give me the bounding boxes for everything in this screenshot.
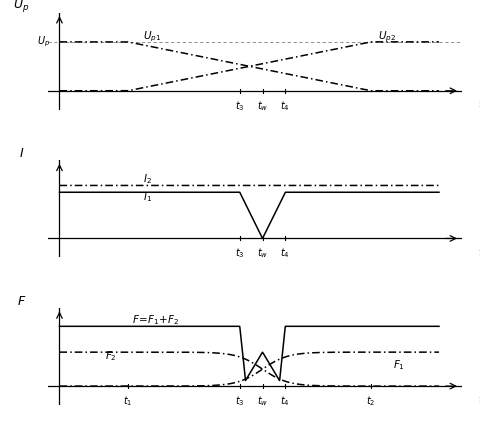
Text: $U_{p2}$: $U_{p2}$	[377, 30, 396, 44]
Text: $I_2$: $I_2$	[143, 172, 152, 186]
Text: $t_1$: $t_1$	[123, 394, 132, 408]
Text: $F_2$: $F_2$	[105, 349, 117, 363]
Text: $t$: $t$	[477, 98, 480, 110]
Text: $t$: $t$	[477, 393, 480, 405]
Text: $t_w$: $t_w$	[256, 246, 268, 260]
Text: $t$: $t$	[477, 246, 480, 258]
Text: $t_3$: $t_3$	[234, 394, 244, 408]
Text: $F$: $F$	[16, 295, 26, 308]
Text: $I$: $I$	[19, 147, 24, 160]
Text: $t_2$: $t_2$	[365, 394, 374, 408]
Text: $U_p$: $U_p$	[37, 35, 50, 49]
Text: $t_4$: $t_4$	[280, 99, 289, 113]
Text: $U_{p1}$: $U_{p1}$	[143, 30, 161, 44]
Text: $F\!=\!F_1\!+\!F_2$: $F\!=\!F_1\!+\!F_2$	[132, 314, 179, 327]
Text: $U_p$: $U_p$	[13, 0, 29, 14]
Text: $F_1$: $F_1$	[393, 358, 405, 372]
Text: $t_4$: $t_4$	[280, 246, 289, 260]
Text: $t_w$: $t_w$	[256, 394, 268, 408]
Text: $t_3$: $t_3$	[234, 246, 244, 260]
Text: $t_3$: $t_3$	[234, 99, 244, 113]
Text: $t_4$: $t_4$	[280, 394, 289, 408]
Text: $t_w$: $t_w$	[256, 99, 268, 113]
Text: $I_1$: $I_1$	[143, 190, 152, 204]
